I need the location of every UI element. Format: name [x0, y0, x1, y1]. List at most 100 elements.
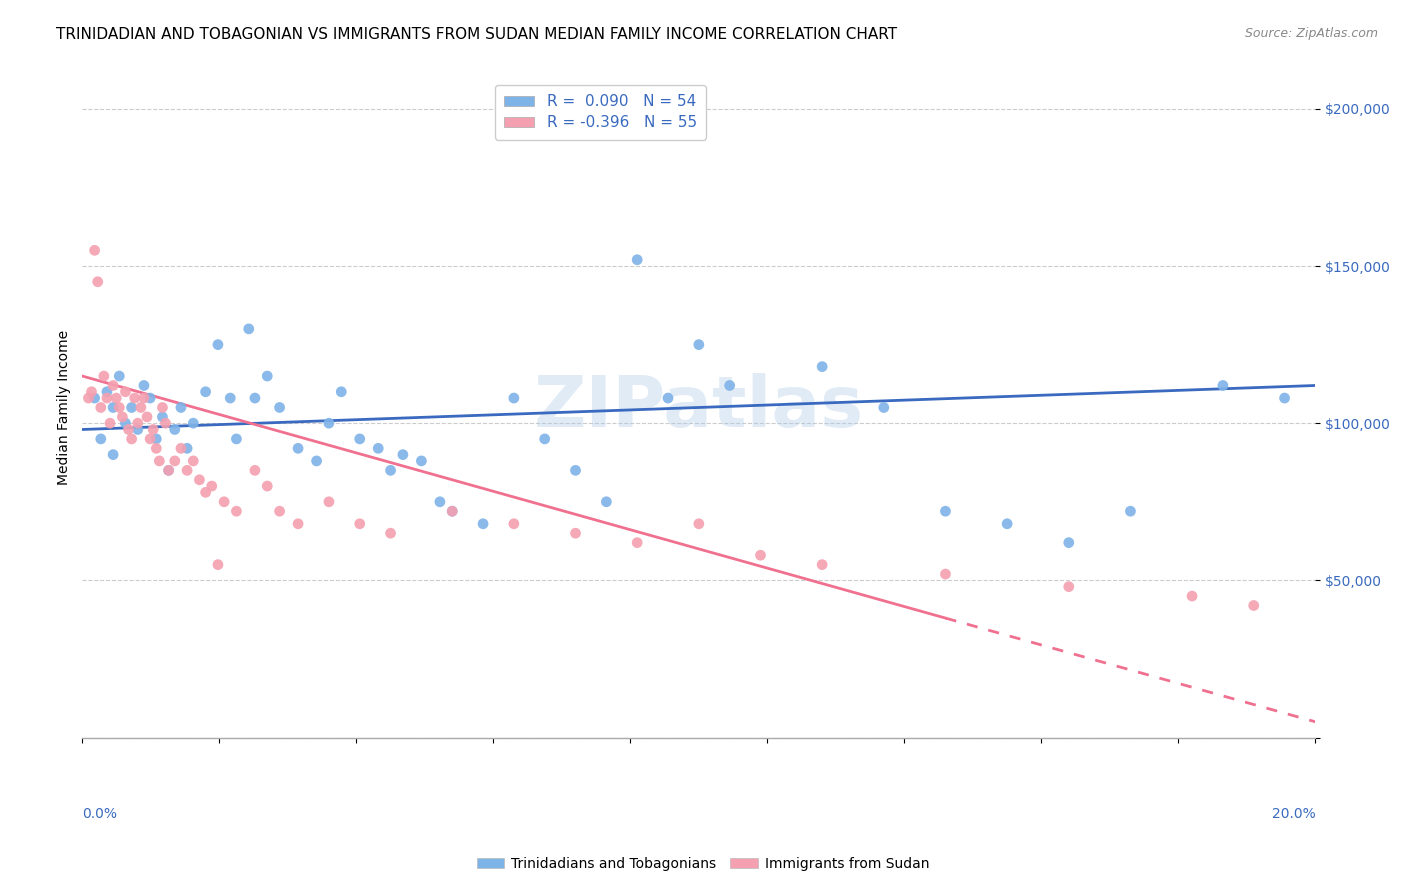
Point: [212, 495, 235, 509]
Point: [349, 516, 371, 531]
Text: ZIPatlas: ZIPatlas: [534, 373, 863, 442]
Point: [121, 432, 143, 446]
Text: Source: ZipAtlas.com: Source: ZipAtlas.com: [1244, 27, 1378, 40]
Point: [83, 391, 105, 405]
Point: [148, 454, 170, 468]
Point: [90, 401, 112, 415]
Point: [269, 401, 291, 415]
Point: [181, 454, 204, 468]
Point: [145, 442, 167, 456]
Point: [207, 558, 229, 572]
Point: [124, 391, 146, 405]
Point: [98, 416, 121, 430]
Point: [142, 422, 165, 436]
Point: [811, 558, 834, 572]
Point: [564, 463, 586, 477]
Text: TRINIDADIAN AND TOBAGONIAN VS IMMIGRANTS FROM SUDAN MEDIAN FAMILY INCOME CORRELA: TRINIDADIAN AND TOBAGONIAN VS IMMIGRANTS…: [56, 27, 897, 42]
Point: [90, 432, 112, 446]
Point: [688, 337, 710, 351]
Point: [367, 442, 389, 456]
Point: [1212, 378, 1234, 392]
Point: [157, 463, 180, 477]
Point: [181, 416, 204, 430]
Point: [201, 479, 224, 493]
Point: [225, 432, 247, 446]
Point: [77, 391, 100, 405]
Point: [136, 409, 159, 424]
Point: [170, 401, 193, 415]
Point: [411, 454, 433, 468]
Point: [657, 391, 679, 405]
Point: [238, 322, 260, 336]
Point: [934, 504, 956, 518]
Point: [139, 391, 162, 405]
Point: [429, 495, 451, 509]
Point: [111, 409, 134, 424]
Point: [121, 401, 143, 415]
Point: [145, 432, 167, 446]
Point: [349, 432, 371, 446]
Point: [392, 448, 415, 462]
Point: [287, 516, 309, 531]
Point: [995, 516, 1018, 531]
Point: [688, 516, 710, 531]
Point: [155, 416, 177, 430]
Point: [330, 384, 353, 399]
Point: [318, 495, 340, 509]
Point: [243, 391, 266, 405]
Point: [176, 442, 198, 456]
Point: [533, 432, 555, 446]
Point: [101, 401, 124, 415]
Point: [873, 401, 896, 415]
Point: [502, 516, 524, 531]
Point: [380, 463, 402, 477]
Point: [96, 384, 118, 399]
Point: [152, 409, 174, 424]
Point: [718, 378, 741, 392]
Point: [129, 401, 152, 415]
Point: [93, 369, 115, 384]
Point: [139, 432, 162, 446]
Point: [132, 391, 155, 405]
Point: [626, 535, 648, 549]
Point: [194, 485, 217, 500]
Point: [194, 384, 217, 399]
Text: 20.0%: 20.0%: [1271, 806, 1316, 821]
Y-axis label: Median Family Income: Median Family Income: [58, 330, 72, 485]
Point: [225, 504, 247, 518]
Point: [170, 442, 193, 456]
Point: [132, 378, 155, 392]
Point: [564, 526, 586, 541]
Legend: R =  0.090   N = 54, R = -0.396   N = 55: R = 0.090 N = 54, R = -0.396 N = 55: [495, 85, 706, 139]
Point: [157, 463, 180, 477]
Point: [127, 422, 149, 436]
Point: [207, 337, 229, 351]
Text: 0.0%: 0.0%: [83, 806, 117, 821]
Point: [287, 442, 309, 456]
Point: [256, 479, 278, 493]
Point: [163, 422, 186, 436]
Point: [108, 401, 131, 415]
Point: [101, 448, 124, 462]
Point: [163, 454, 186, 468]
Point: [188, 473, 211, 487]
Point: [811, 359, 834, 374]
Point: [1181, 589, 1204, 603]
Point: [1057, 535, 1080, 549]
Point: [101, 378, 124, 392]
Point: [219, 391, 242, 405]
Point: [86, 275, 108, 289]
Point: [318, 416, 340, 430]
Point: [1243, 599, 1265, 613]
Point: [1057, 580, 1080, 594]
Point: [502, 391, 524, 405]
Point: [243, 463, 266, 477]
Point: [152, 401, 174, 415]
Point: [595, 495, 617, 509]
Point: [127, 416, 149, 430]
Point: [176, 463, 198, 477]
Point: [441, 504, 464, 518]
Point: [441, 504, 464, 518]
Point: [472, 516, 495, 531]
Point: [305, 454, 328, 468]
